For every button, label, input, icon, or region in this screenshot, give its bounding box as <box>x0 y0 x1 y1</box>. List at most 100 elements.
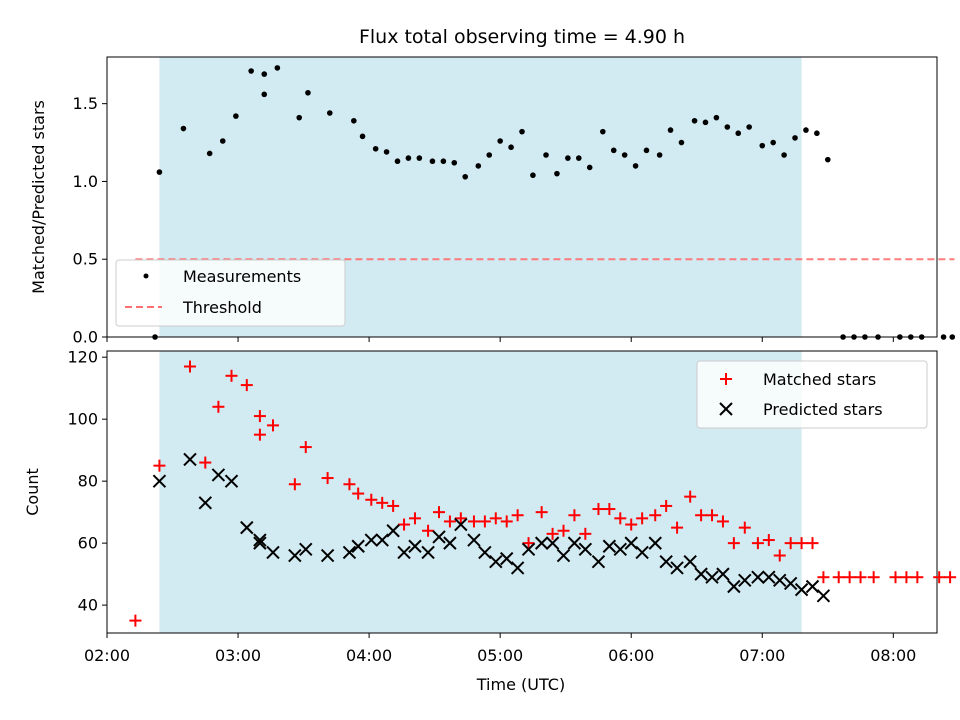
legend-matched-label: Matched stars <box>763 370 876 389</box>
measurement-point <box>451 159 458 166</box>
predicted-stars-point <box>152 474 167 488</box>
matched-stars-point <box>592 503 605 516</box>
predicted-stars-point <box>624 536 638 550</box>
measurement-point <box>691 117 698 124</box>
measurement-point <box>261 91 268 98</box>
predicted-stars-point <box>443 536 457 550</box>
predicted-stars-point <box>762 570 776 584</box>
predicted-stars-point <box>224 474 239 488</box>
measurement-point <box>326 110 333 116</box>
top-y-axis-label: Matched/Predicted stars <box>29 100 48 294</box>
top-y-tick-label: 0.0 <box>73 328 98 347</box>
matched-stars-point <box>933 571 946 584</box>
measurement-point <box>359 133 366 140</box>
chart-title: Flux total observing time = 4.90 h <box>359 26 685 48</box>
bottom-legend: Matched stars Predicted stars <box>696 360 928 429</box>
predicted-stars-point <box>534 536 549 550</box>
bot-y-tick-label: 120 <box>67 348 98 367</box>
predicted-stars-point <box>342 545 357 560</box>
predicted-stars-point <box>240 520 254 535</box>
measurement-point <box>508 144 514 151</box>
measurement-point <box>554 170 560 177</box>
matched-stars-point <box>795 537 808 550</box>
measurement-point <box>851 334 857 340</box>
matched-stars-point <box>706 509 719 522</box>
predicted-stars-point <box>467 533 481 547</box>
measurement-point <box>862 334 868 340</box>
matched-stars-point <box>253 410 266 423</box>
matched-stars-point <box>153 459 166 472</box>
legend-predicted-marker <box>719 402 733 416</box>
measurement-point <box>824 156 831 163</box>
matched-stars-point <box>784 537 797 550</box>
matched-stars-point <box>212 400 225 413</box>
bot-y-tick-label: 60 <box>78 534 98 553</box>
x-tick-label: 03:00 <box>215 646 261 665</box>
matched-stars-point <box>806 537 819 550</box>
bot-y-tick-label: 40 <box>78 596 98 615</box>
matched-stars-point <box>557 524 570 537</box>
matched-stars-point <box>253 428 266 441</box>
predicted-stars-point <box>794 582 809 597</box>
matched-stars-point <box>889 571 902 584</box>
matched-stars-point <box>660 499 673 512</box>
measurement-point <box>248 68 254 74</box>
matched-stars-point <box>716 515 729 528</box>
matched-stars-point <box>535 506 548 519</box>
matched-stars-point <box>603 503 616 516</box>
matched-stars-point <box>911 571 924 584</box>
matched-stars-point <box>288 478 301 491</box>
matched-stars-point <box>321 472 334 485</box>
x-tick-label: 08:00 <box>870 646 916 665</box>
predicted-stars-point <box>694 567 708 581</box>
measurement-point <box>907 334 914 340</box>
measurement-point <box>296 114 303 121</box>
measurement-point <box>156 169 163 175</box>
matched-stars-point <box>225 369 238 382</box>
measurement-point <box>586 164 593 171</box>
predicted-stars-point <box>591 555 606 569</box>
measurement-point <box>274 65 281 71</box>
measurement-point <box>759 142 766 149</box>
predicted-stars-point <box>489 555 503 569</box>
measurement-point <box>600 128 606 135</box>
measurement-point <box>519 128 525 135</box>
matched-stars-point <box>365 493 378 506</box>
bot-shaded-interval <box>159 351 802 633</box>
x-axis-label: Time (UTC) <box>476 675 565 694</box>
measurement-point <box>667 127 674 133</box>
matched-stars-point <box>671 521 684 534</box>
predicted-stars-point <box>397 545 411 560</box>
matched-stars-point <box>751 537 764 550</box>
matched-stars-point <box>843 571 856 584</box>
measurement-point <box>180 125 187 132</box>
matched-stars-point <box>343 478 356 491</box>
matched-stars-point <box>500 515 513 528</box>
predicted-stars-point <box>635 545 649 560</box>
predicted-stars-point <box>670 561 684 575</box>
matched-stars-point <box>443 515 456 528</box>
matched-stars-point <box>408 512 421 525</box>
x-tick-label: 07:00 <box>739 646 785 665</box>
legend-predicted-label: Predicted stars <box>763 400 883 419</box>
bottom-panel: 40 60 80 100 120 02:00 03:00 04:00 05:00 06:00 07:… <box>23 348 957 694</box>
matched-stars-point <box>579 527 592 540</box>
matched-stars-point <box>695 509 708 522</box>
bot-y-tick-label: 100 <box>67 410 98 429</box>
measurement-point <box>610 147 617 154</box>
predicted-stars-point <box>253 533 267 547</box>
matched-stars-point <box>649 509 662 522</box>
predicted-stars-point <box>500 551 514 566</box>
x-tick-label: 02:00 <box>84 646 130 665</box>
top-y-tick-label: 1.5 <box>73 94 98 113</box>
bot-y-tick-label: 80 <box>78 472 98 491</box>
top-y-tick-label: 0.5 <box>73 250 98 269</box>
predicted-stars-point <box>253 536 267 550</box>
matched-stars-point <box>900 571 913 584</box>
measurement-point <box>440 158 447 165</box>
predicted-stars-point <box>578 542 593 557</box>
predicted-stars-point <box>299 542 313 557</box>
measurement-point <box>351 117 357 124</box>
measurement-point <box>840 334 846 340</box>
